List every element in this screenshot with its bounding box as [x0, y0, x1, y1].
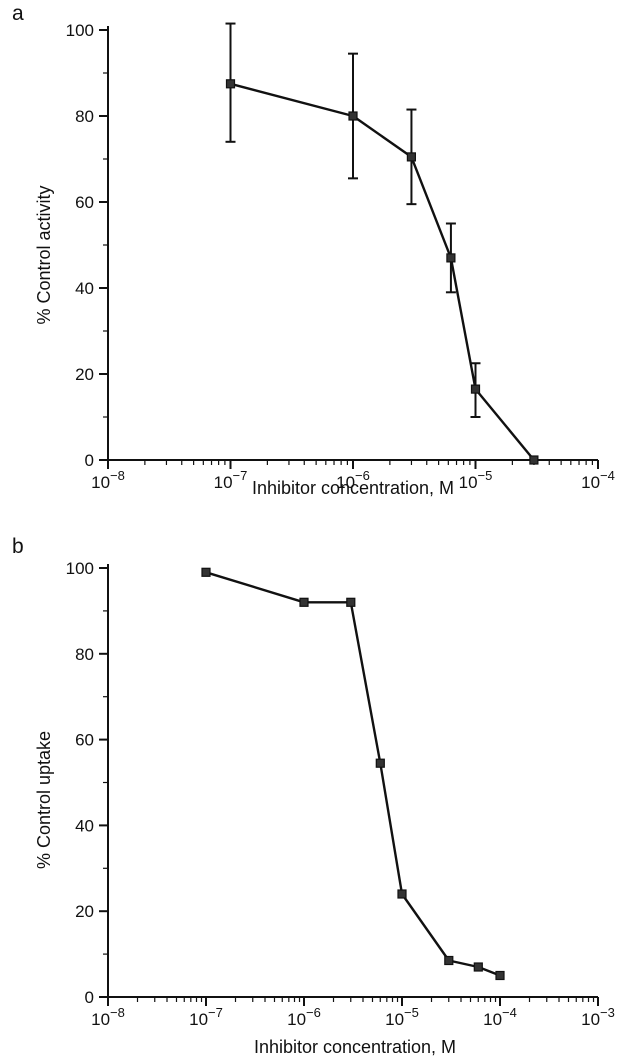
x-tick-label: 10−6 — [336, 468, 370, 492]
data-point — [406, 152, 416, 162]
data-point — [299, 597, 309, 607]
data-point — [348, 111, 358, 121]
panel-b-x-ticks: 10−8 10−7 10−6 10−5 10−4 10−3 — [91, 997, 615, 1029]
panel-b-y-axis-label: % Control uptake — [34, 731, 54, 869]
panel-a-x-axis-label: Inhibitor concentration, M — [252, 478, 454, 498]
panel-a: a 10−8 10−7 10−6 10−5 10−4 0 20 40 60 80 100 Inhi… — [12, 2, 615, 498]
x-tick-label: 10−7 — [189, 1005, 223, 1029]
y-tick-label: 40 — [75, 816, 94, 835]
x-tick-label: 10−8 — [91, 1005, 125, 1029]
y-tick-label: 20 — [75, 365, 94, 384]
x-tick-label: 10−8 — [91, 468, 125, 492]
panel-b-x-axis-label: Inhibitor concentration, M — [254, 1037, 456, 1057]
data-point — [470, 384, 481, 394]
y-tick-label: 0 — [85, 451, 94, 470]
y-tick-label: 80 — [75, 107, 94, 126]
data-point — [446, 253, 456, 263]
y-tick-label: 0 — [85, 988, 94, 1007]
data-point — [529, 455, 539, 465]
panel-a-y-ticks: 0 20 40 60 80 100 — [66, 21, 108, 470]
y-tick-label: 100 — [66, 559, 94, 578]
y-tick-label: 80 — [75, 645, 94, 664]
data-point — [495, 970, 505, 981]
panel-a-series — [225, 22, 539, 465]
panel-b-y-ticks: 0 20 40 60 80 100 — [66, 559, 108, 1007]
data-point — [225, 79, 236, 89]
data-point — [473, 962, 483, 972]
y-tick-label: 60 — [75, 731, 94, 750]
panel-a-y-axis-label: % Control activity — [34, 185, 54, 324]
x-tick-label: 10−7 — [214, 468, 248, 492]
panel-a-letter: a — [12, 2, 24, 25]
data-point — [346, 597, 356, 607]
x-tick-label: 10−3 — [581, 1005, 615, 1029]
data-point — [201, 567, 211, 577]
series-line — [205, 571, 501, 977]
x-tick-label: 10−4 — [581, 468, 615, 492]
panel-b: b 10−8 10−7 10−6 10−5 10−4 10−3 020406080100 … — [12, 535, 615, 1057]
series-line — [230, 82, 535, 461]
data-point — [375, 758, 385, 768]
panel-b-axes — [107, 564, 598, 998]
y-tick-label: 100 — [66, 21, 94, 40]
y-tick-label: 60 — [75, 193, 94, 212]
y-tick-label: 40 — [75, 279, 94, 298]
data-point — [397, 889, 407, 899]
y-tick-label: 20 — [75, 902, 94, 921]
panel-a-x-ticks: 10−8 10−7 10−6 10−5 10−4 — [91, 460, 615, 492]
x-tick-label: 10−4 — [483, 1005, 517, 1029]
panel-b-series — [201, 567, 505, 981]
data-point — [444, 955, 454, 966]
panel-b-letter: b — [12, 535, 24, 558]
x-tick-label: 10−5 — [459, 468, 493, 492]
x-tick-label: 10−6 — [287, 1005, 321, 1029]
x-tick-label: 10−5 — [385, 1005, 419, 1029]
